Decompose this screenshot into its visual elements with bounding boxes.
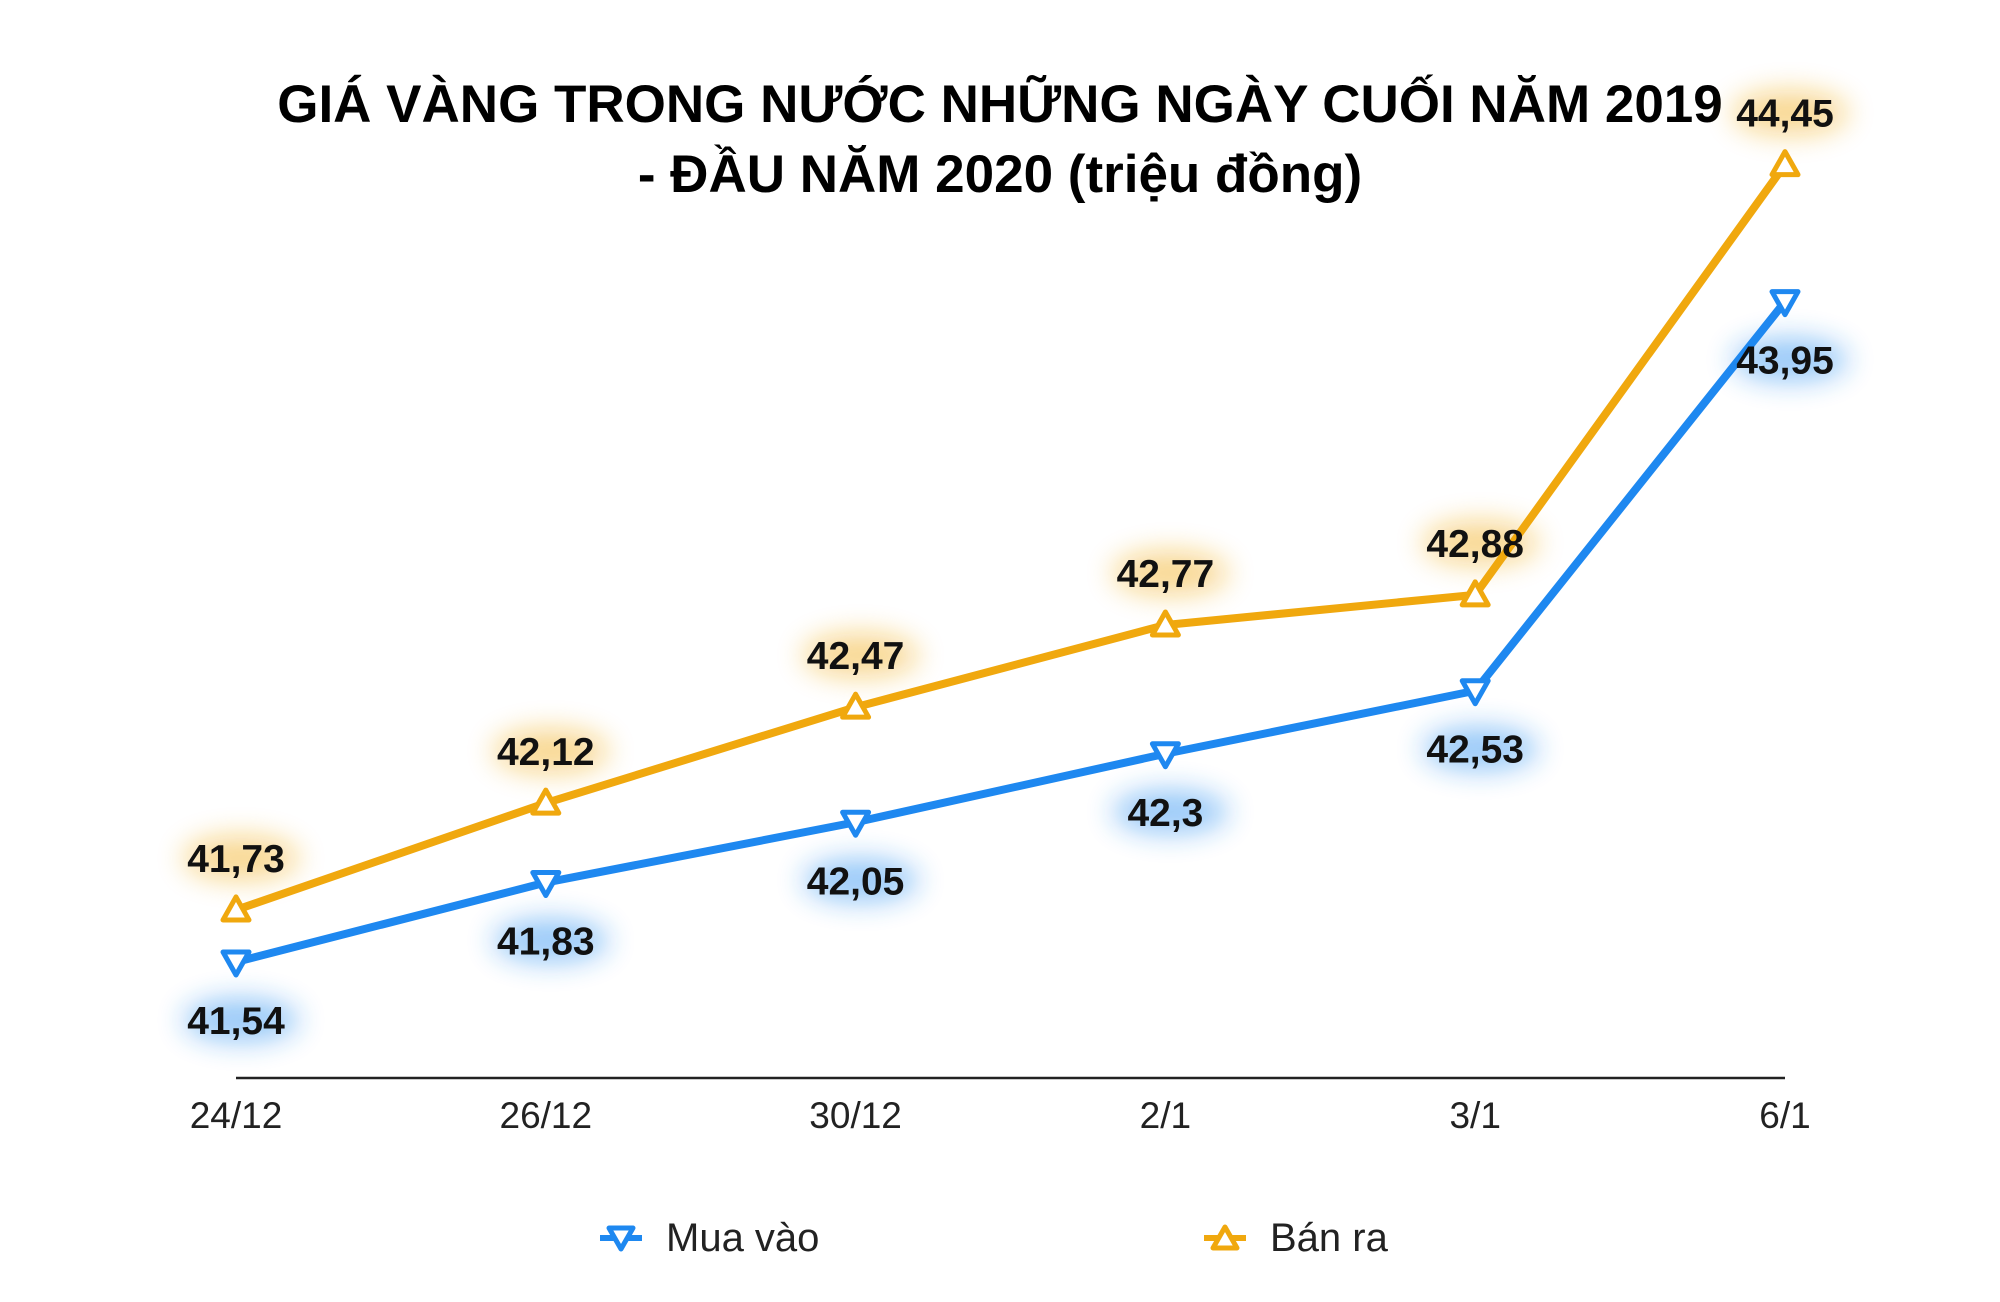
series-1: [220, 149, 1801, 923]
data-label: 41,73: [187, 838, 285, 881]
x-tick-label: 30/12: [809, 1095, 902, 1136]
series-line: [232, 160, 1789, 914]
data-label: 42,53: [1426, 729, 1524, 772]
data-label: 42,12: [497, 731, 595, 774]
data-labels: 41,54 41,83 42,05 42,3 42,53 43,95 41,73 42,12 4…: [187, 93, 1834, 1043]
data-label: 42,77: [1117, 553, 1215, 596]
data-label-glow: [492, 729, 609, 774]
data-point-marker: [1459, 678, 1491, 707]
chart-title-line-1: GIÁ VÀNG TRONG NƯỚC NHỮNG NGÀY CUỐI NĂM …: [277, 75, 1723, 134]
data-label: 42,47: [807, 635, 905, 678]
data-point-marker: [530, 870, 562, 899]
data-label-glow: [1732, 337, 1848, 382]
series-line: [232, 297, 1789, 966]
legend-marker-ban-ra: [1204, 1224, 1246, 1251]
x-tick-label: 6/1: [1759, 1095, 1810, 1136]
data-label-glow: [492, 918, 609, 963]
label-glow-layer: [183, 90, 1848, 1042]
legend-label-mua-vao: Mua vào: [666, 1215, 820, 1260]
data-label-glow: [1732, 90, 1848, 135]
data-label-glow: [1112, 550, 1229, 595]
data-label: 41,83: [497, 921, 595, 964]
x-tick-label: 24/12: [190, 1095, 283, 1136]
x-tick-label: 2/1: [1140, 1095, 1191, 1136]
legend-label-ban-ra: Bán ra: [1270, 1215, 1388, 1260]
data-point-marker: [1769, 149, 1801, 178]
chart-title: GIÁ VÀNG TRONG NƯỚC NHỮNG NGÀY CUỐI NĂM …: [0, 70, 2000, 210]
data-point-marker: [840, 691, 872, 720]
data-label: 41,54: [187, 1000, 285, 1043]
data-label: 44,45: [1736, 93, 1834, 136]
x-tick-label: 3/1: [1449, 1095, 1500, 1136]
data-point-marker: [1149, 609, 1181, 638]
data-point-marker: [220, 894, 252, 923]
data-label-glow: [802, 858, 919, 903]
data-label-glow: [1422, 726, 1539, 771]
data-label-glow: [1112, 789, 1229, 834]
data-point-marker: [1459, 579, 1491, 608]
data-point-marker: [1769, 289, 1801, 318]
data-point-marker: [1149, 741, 1181, 770]
data-point-marker: [840, 809, 872, 838]
x-tick-labels: 24/12 26/12 30/12 2/1 3/1 6/1: [190, 1095, 1811, 1136]
x-tick-label: 26/12: [500, 1095, 593, 1136]
data-point-marker: [220, 949, 252, 978]
chart-title-line-2: - ĐẦU NĂM 2020 (triệu đồng): [637, 145, 1363, 204]
legend-item-mua-vao: Mua vào: [598, 1208, 819, 1268]
data-label: 43,95: [1736, 340, 1834, 383]
data-point-marker: [530, 787, 562, 816]
data-label: 42,05: [807, 860, 905, 903]
legend-marker-mua-vao: [600, 1225, 642, 1252]
data-label: 42,88: [1426, 523, 1524, 566]
data-label: 42,3: [1127, 792, 1203, 835]
data-label-glow: [802, 633, 919, 678]
series-0: [220, 289, 1801, 978]
series-layer: [220, 149, 1801, 978]
data-label-glow: [183, 835, 299, 880]
legend-item-ban-ra: Bán ra: [1202, 1208, 1388, 1268]
data-label-glow: [183, 998, 299, 1042]
